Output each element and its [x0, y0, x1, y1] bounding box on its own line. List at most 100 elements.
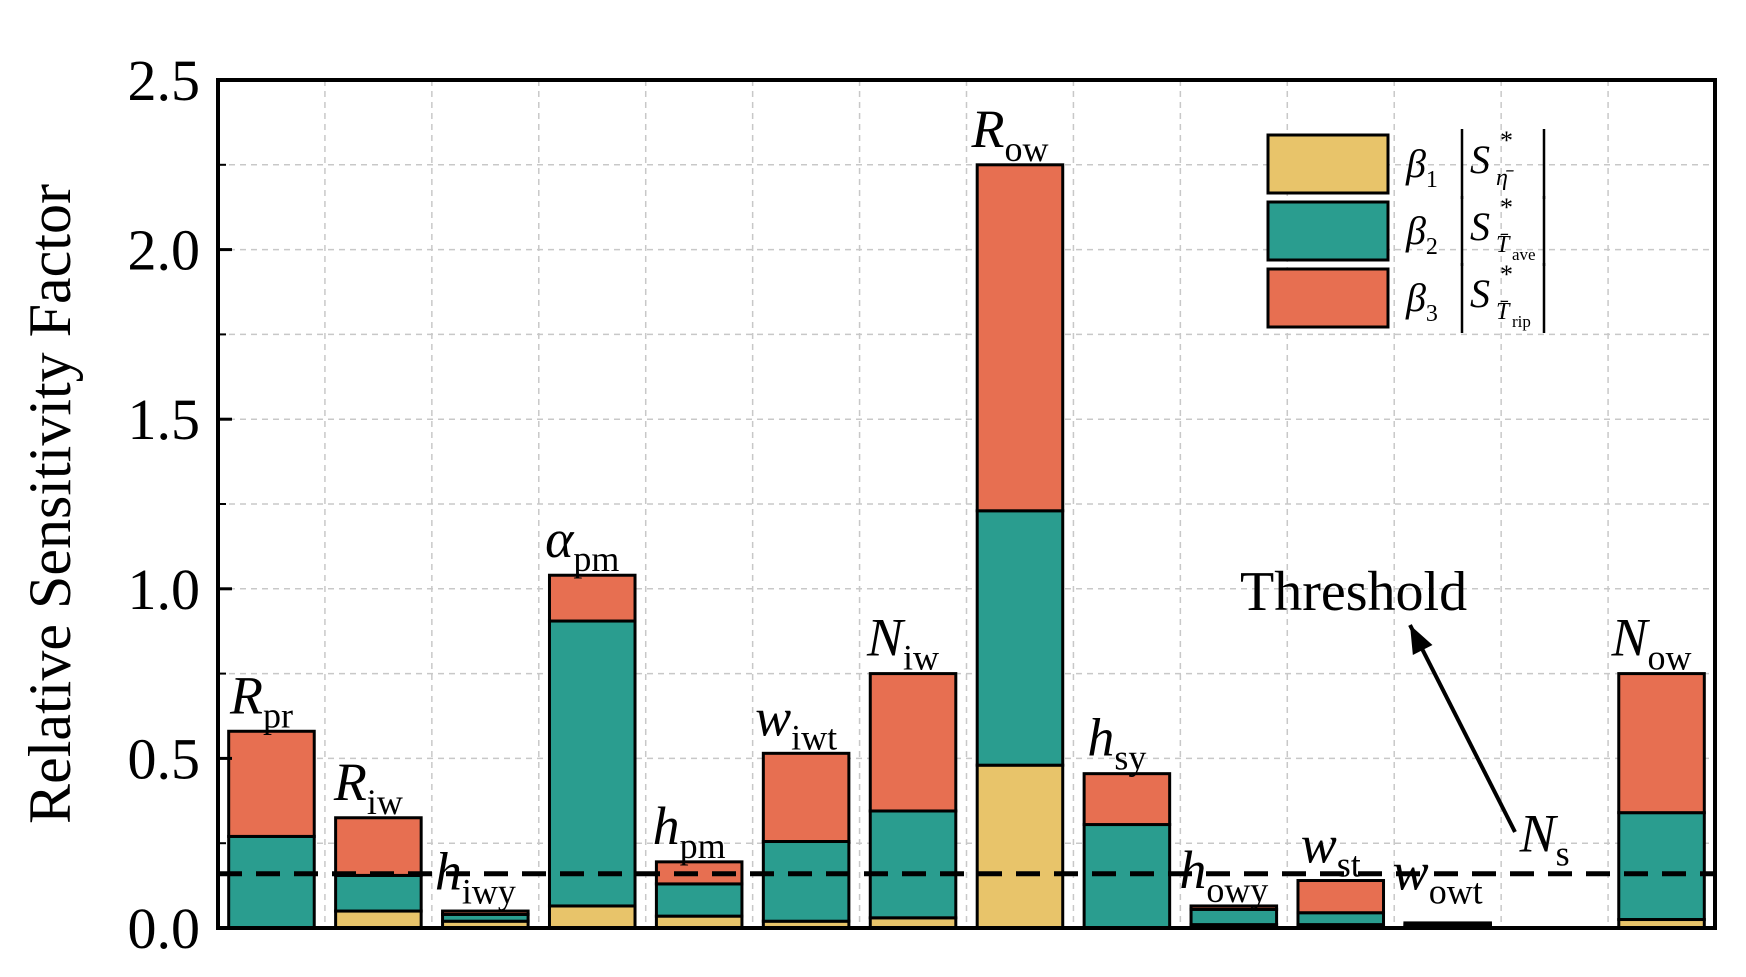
bar-label: Now — [1611, 608, 1692, 678]
legend-beta: β — [1405, 141, 1426, 186]
bar-segment-2 — [334, 873, 423, 913]
bar-label: Riw — [333, 752, 403, 822]
bar-label: wiwt — [755, 687, 837, 757]
bar-segment-3 — [1189, 904, 1279, 911]
y-tick-label: 0.5 — [128, 726, 201, 791]
bar-segment-2 — [1296, 911, 1386, 927]
bar-label-sub: iw — [903, 638, 939, 678]
bar-segment-3 — [868, 672, 958, 813]
legend-s-sup: * — [1500, 193, 1513, 222]
bar-segment-2 — [1082, 823, 1172, 930]
bar-segment-3 — [975, 163, 1065, 513]
y-tick-label: 2.5 — [128, 48, 201, 113]
bar-segment-2 — [1189, 907, 1279, 927]
bar-label-main: R — [970, 99, 1004, 159]
bar-segment-3 — [441, 909, 530, 916]
bar-label-sub: iwt — [791, 717, 837, 757]
bar-segment-2 — [868, 809, 958, 920]
bar-label-sub: owy — [1206, 870, 1268, 910]
bar-label: hpm — [653, 796, 726, 866]
bar-label: howy — [1179, 840, 1268, 910]
bar-label-main: R — [229, 665, 263, 725]
legend-beta: β — [1405, 275, 1426, 320]
bar-label-sub: iw — [367, 782, 403, 822]
legend-beta-sub: 3 — [1426, 301, 1438, 327]
bar-segment-1 — [334, 909, 423, 930]
bar-label-main: α — [545, 509, 575, 569]
bar-label-sub: ow — [1648, 638, 1692, 678]
bar-segment-3 — [1082, 772, 1172, 827]
bar-label: Rpr — [229, 665, 293, 735]
y-tick-label: 0.0 — [128, 896, 201, 961]
bar-segment-1 — [547, 904, 637, 930]
legend-beta-sub: 1 — [1426, 167, 1438, 193]
threshold-arrow-shaft — [1408, 624, 1517, 833]
bar-label-main: h — [1087, 708, 1114, 768]
y-axis-title: Relative Sensitivity Factor — [17, 184, 83, 824]
bar-label-main: h — [435, 842, 462, 902]
bar-label-main: N — [1519, 804, 1559, 864]
bar-label-sub: ow — [1004, 129, 1048, 169]
legend-label-3: β3 — [1405, 275, 1438, 327]
bar-label-sub: owt — [1429, 872, 1483, 912]
bar-segment-2 — [227, 834, 316, 930]
bar-segment-2 — [654, 882, 744, 918]
bar-label: hsy — [1087, 708, 1146, 778]
legend-swatch-2 — [1266, 200, 1390, 262]
bar-label: Ns — [1519, 804, 1570, 874]
bar-segment-2 — [975, 509, 1065, 767]
bar-label-sub: pr — [263, 695, 293, 735]
bar-segment-3 — [547, 573, 637, 623]
bar-segment-3 — [227, 729, 316, 838]
legend-label-1: β1 — [1405, 141, 1438, 193]
bar-label: Niw — [866, 608, 939, 678]
bar-label-main: N — [866, 608, 906, 668]
y-tick-label: 2.0 — [128, 218, 201, 283]
bar-segment-2 — [1617, 811, 1706, 922]
bar-label-main: R — [333, 752, 367, 812]
legend-swatch-1 — [1266, 133, 1390, 195]
legend-s-subsub: ave — [1512, 245, 1536, 264]
bar-label: αpm — [545, 509, 619, 579]
y-tick-label: 1.5 — [128, 387, 201, 452]
legend-s-sup: * — [1500, 260, 1513, 289]
bar-label-sub: s — [1556, 834, 1570, 874]
bar-segment-3 — [1296, 879, 1386, 915]
bar-segment-2 — [547, 619, 637, 908]
bar-segment-3 — [1403, 921, 1492, 927]
bar-label-sub: iwy — [462, 872, 516, 912]
legend-s: S — [1470, 271, 1490, 316]
bar-label-sub: pm — [680, 826, 726, 866]
y-axis: 0.0 0.5 1.0 1.5 2.0 2.5 — [128, 48, 232, 961]
bar-label-sub: pm — [573, 539, 619, 579]
legend-label-2: β2 — [1405, 208, 1438, 260]
bar-label: Row — [970, 99, 1048, 169]
bar-segment-3 — [334, 816, 423, 877]
legend-beta: β — [1405, 208, 1426, 253]
bar-label-main: h — [1179, 840, 1206, 900]
legend-beta-sub: 2 — [1426, 234, 1438, 260]
bar-segment-3 — [761, 751, 851, 844]
bar-label-main: w — [755, 687, 791, 747]
legend-s-subsub: rip — [1512, 312, 1531, 331]
bar-label-sub: st — [1337, 845, 1361, 885]
legend-s-sub: T̄ — [1496, 299, 1511, 325]
legend-s-sup: * — [1500, 126, 1513, 155]
bar-label-main: w — [1301, 815, 1337, 875]
threshold-arrow-head — [1410, 625, 1433, 655]
bar-label-main: w — [1393, 842, 1429, 902]
legend-swatch-3 — [1266, 267, 1390, 329]
legend-s-sub: T̄ — [1496, 232, 1511, 258]
bar-segment-2 — [761, 840, 851, 923]
grid-lines — [218, 80, 1715, 928]
bar-label: wowt — [1393, 842, 1483, 912]
y-tick-label: 1.0 — [128, 557, 201, 622]
threshold-label: Threshold — [1240, 561, 1467, 623]
bar-label-main: h — [653, 796, 680, 856]
bar-label-main: N — [1611, 608, 1651, 668]
bar-label-sub: sy — [1114, 738, 1146, 778]
legend-s-sub: η̄ — [1496, 165, 1514, 191]
